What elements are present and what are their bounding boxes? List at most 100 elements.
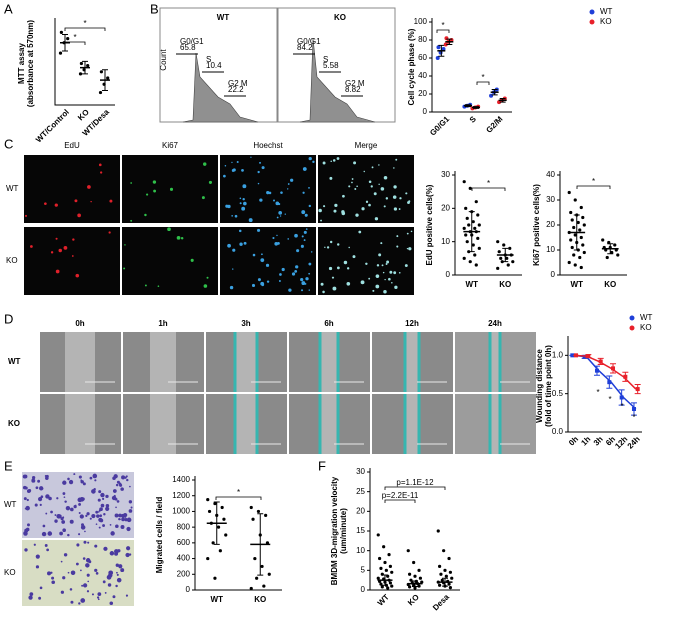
cell (231, 161, 233, 164)
cell (276, 216, 279, 219)
cell (97, 598, 100, 601)
data-point (444, 574, 448, 578)
sig-label: p=2.2E-11 (382, 491, 419, 500)
cell (288, 288, 292, 292)
cell (91, 513, 96, 519)
cell (78, 511, 81, 514)
cell (120, 525, 125, 529)
cell (71, 255, 74, 257)
y-axis-label: MTT assay (17, 42, 26, 83)
data-point (473, 253, 477, 257)
cell (109, 601, 114, 606)
flow-curve (299, 37, 376, 123)
gate-name: S (206, 55, 211, 64)
cell (351, 178, 354, 180)
cell (157, 285, 160, 288)
cell (67, 533, 70, 537)
data-point (579, 205, 583, 210)
legend-swatch (589, 19, 595, 25)
cell (61, 520, 66, 524)
cell (109, 551, 115, 556)
data-point (462, 256, 466, 260)
data-point (207, 509, 212, 514)
data-point (576, 220, 580, 225)
cell (100, 492, 105, 498)
row-label: KO (4, 568, 16, 577)
data-point (220, 505, 224, 510)
cell (86, 573, 90, 577)
data-point (578, 228, 582, 232)
cell (280, 191, 283, 194)
cell (353, 161, 357, 165)
cell (352, 255, 356, 259)
cell (24, 548, 28, 552)
cell (67, 477, 70, 481)
cell (68, 479, 74, 485)
data-point (443, 42, 448, 47)
legend-label: WT (640, 313, 653, 322)
cell (301, 210, 306, 215)
cell (94, 568, 98, 572)
micrograph (24, 227, 120, 295)
y-tick-label: 10 (546, 245, 555, 254)
data-point (582, 223, 586, 227)
cell (62, 492, 66, 495)
data-point (417, 568, 421, 572)
cell (300, 278, 304, 282)
cell (51, 580, 56, 585)
data-point (443, 568, 447, 572)
cell (95, 572, 99, 575)
cell (87, 185, 91, 189)
panel-letter: C (4, 136, 13, 151)
cell (294, 233, 298, 238)
column-label: 0h (75, 319, 84, 328)
data-point (249, 505, 253, 510)
cell (231, 214, 233, 217)
cell (89, 476, 93, 480)
cell (238, 229, 242, 233)
cell (300, 244, 304, 248)
cell (223, 174, 226, 178)
data-point (508, 246, 512, 250)
data-point (462, 226, 466, 230)
y-tick-label: 10 (441, 237, 450, 246)
x-tick-label: KO (254, 595, 266, 604)
data-point (213, 576, 217, 580)
cell (98, 509, 101, 512)
cell (383, 175, 388, 180)
cell (125, 475, 128, 478)
data-point (468, 186, 472, 190)
cell (144, 284, 147, 287)
cell (305, 228, 308, 230)
data-point (506, 263, 510, 267)
cell (383, 205, 386, 208)
cell (201, 196, 205, 200)
gate-value: 8.82 (345, 85, 361, 94)
data-point (573, 198, 577, 202)
data-point (211, 541, 215, 545)
data-point (476, 213, 480, 217)
data-point (573, 263, 577, 267)
cell (365, 200, 369, 203)
cell (84, 530, 86, 533)
cell (410, 230, 413, 233)
data-point (440, 578, 444, 582)
cell (208, 180, 213, 184)
cell (241, 206, 246, 211)
data-point (222, 517, 226, 521)
cell (126, 478, 129, 482)
cell (257, 182, 260, 185)
axis (559, 171, 627, 276)
cell (394, 285, 398, 289)
cell (227, 243, 231, 248)
gate-value: 10.4 (206, 61, 222, 70)
x-tick-label: 0h (567, 434, 580, 447)
sig-label: * (620, 402, 623, 411)
cell (302, 167, 307, 171)
cell (242, 184, 247, 189)
cell (261, 283, 265, 287)
marker (574, 353, 579, 358)
data-point (476, 236, 480, 240)
cell (169, 187, 174, 191)
